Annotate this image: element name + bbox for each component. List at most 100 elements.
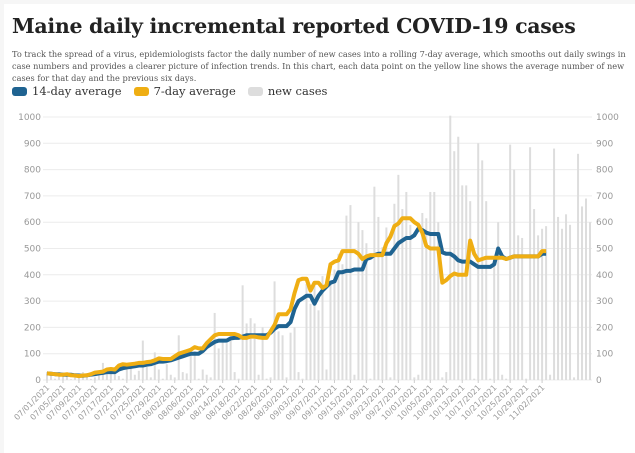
new-cases-bar [241,285,244,380]
new-cases-bar [181,372,184,380]
new-cases-bar [121,378,124,380]
new-cases-bar [445,372,448,380]
new-cases-bar [365,243,368,380]
new-cases-bar [49,373,52,380]
new-cases-bar [349,205,352,380]
new-cases-bar [89,378,92,380]
new-cases-bar [433,191,436,380]
legend-swatch-new-cases [247,86,263,96]
new-cases-bar [137,370,140,380]
new-cases-bar [185,373,188,380]
new-cases-bar [289,332,292,380]
y-tick-label-left: 1000 [18,113,41,123]
new-cases-bar [465,185,468,380]
new-cases-bar [449,115,452,380]
new-cases-bar [357,222,360,380]
new-cases-bar [317,310,320,380]
new-cases-bar [573,377,576,380]
new-cases-bar [205,374,208,380]
y-tick-label-left: 100 [24,350,41,360]
new-cases-bar [233,372,236,380]
new-cases-bar [221,340,224,380]
new-cases-bar [153,352,156,380]
new-cases-bar [461,185,464,380]
y-tick-label-left: 700 [24,192,41,202]
new-cases-bar [505,378,508,380]
new-cases-bar [141,340,144,380]
y-tick-label-right: 900 [596,139,613,149]
new-cases-bar [161,378,164,380]
new-cases-bar [157,369,160,380]
y-tick-label-right: 700 [596,192,613,202]
new-cases-bar [437,222,440,380]
new-cases-bar [453,151,456,380]
y-tick-label-right: 800 [596,166,613,176]
legend: 14-day average 7-day average new cases [12,84,339,98]
legend-label-7day: 7-day average [153,84,236,98]
new-cases-bar [69,379,72,380]
new-cases-bar [481,160,484,380]
new-cases-bar [529,147,532,380]
legend-item-14day[interactable]: 14-day average [12,84,122,98]
new-cases-bars [46,115,591,380]
new-cases-bar [417,374,420,380]
y-tick-label-right: 1000 [596,113,619,123]
new-cases-bar [201,369,204,380]
new-cases-bar [301,378,304,380]
new-cases-bar [569,224,572,380]
new-cases-bar [209,377,212,380]
new-cases-bar [97,375,100,380]
new-cases-bar [329,282,332,380]
new-cases-bar [225,343,228,380]
new-cases-bar [497,222,500,380]
new-cases-bar [125,369,128,380]
legend-label-14day: 14-day average [32,84,122,98]
y-tick-label-right: 0 [596,376,602,386]
new-cases-bar [165,364,168,380]
new-cases-bar [381,247,384,380]
new-cases-bar [265,378,268,380]
new-cases-bar [545,226,548,380]
y-tick-label-right: 500 [596,245,613,255]
new-cases-bar [485,201,488,380]
new-cases-bar [369,378,372,380]
y-tick-label-left: 400 [24,271,41,281]
new-cases-bar [109,372,112,380]
new-cases-bar [145,366,148,380]
new-cases-bar [581,206,584,380]
y-tick-label-right: 400 [596,271,613,281]
y-tick-label-right: 600 [596,218,613,228]
new-cases-bar [421,212,424,380]
legend-swatch-7day [133,86,149,96]
new-cases-bar [237,378,240,380]
new-cases-bar [501,374,504,380]
legend-item-7day[interactable]: 7-day average [133,84,236,98]
new-cases-bar [325,369,328,380]
new-cases-bar [525,378,528,380]
new-cases-bar [385,227,388,380]
new-cases-bar [277,331,280,380]
new-cases-bar [513,169,516,380]
new-cases-bar [229,337,232,380]
y-tick-label-right: 200 [596,323,613,333]
new-cases-bar [213,312,216,380]
new-cases-bar [473,378,476,380]
legend-label-new-cases: new cases [267,84,328,98]
new-cases-bar [321,276,324,380]
new-cases-bar [557,216,560,380]
y-tick-label-right: 100 [596,350,613,360]
new-cases-bar [293,327,296,380]
new-cases-bar [537,235,540,380]
new-cases-bar [53,378,56,380]
new-cases-bar [441,377,444,380]
new-cases-bar [425,218,428,380]
new-cases-bar [509,144,512,380]
y-axis-right: 0 100 200 300 400 500 600 700 800 900 1000 [596,113,619,386]
new-cases-bar [517,235,520,380]
new-cases-bar [341,264,344,380]
new-cases-bar [189,348,192,380]
legend-item-new-cases[interactable]: new cases [247,84,328,98]
new-cases-bar [337,253,340,380]
new-cases-bar [133,374,136,380]
new-cases-bar [373,186,376,380]
